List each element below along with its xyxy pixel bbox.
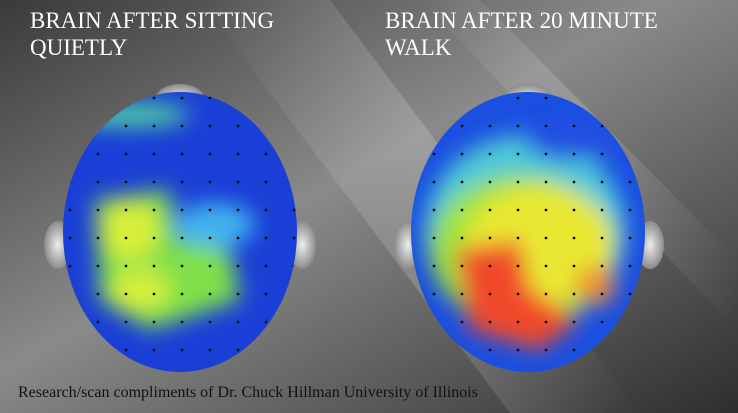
panel-title: BRAIN AFTER SITTING: [30, 8, 274, 33]
panel-title: WALK: [385, 35, 452, 60]
panel-title: BRAIN AFTER 20 MINUTE: [385, 8, 658, 33]
heatmap: [63, 92, 297, 372]
caption: Research/scan compliments of Dr. Chuck H…: [18, 384, 478, 401]
heatmap: [411, 92, 645, 372]
brain-left: [44, 84, 316, 372]
panel-title: QUIETLY: [30, 35, 128, 60]
brain-right: [394, 84, 664, 372]
